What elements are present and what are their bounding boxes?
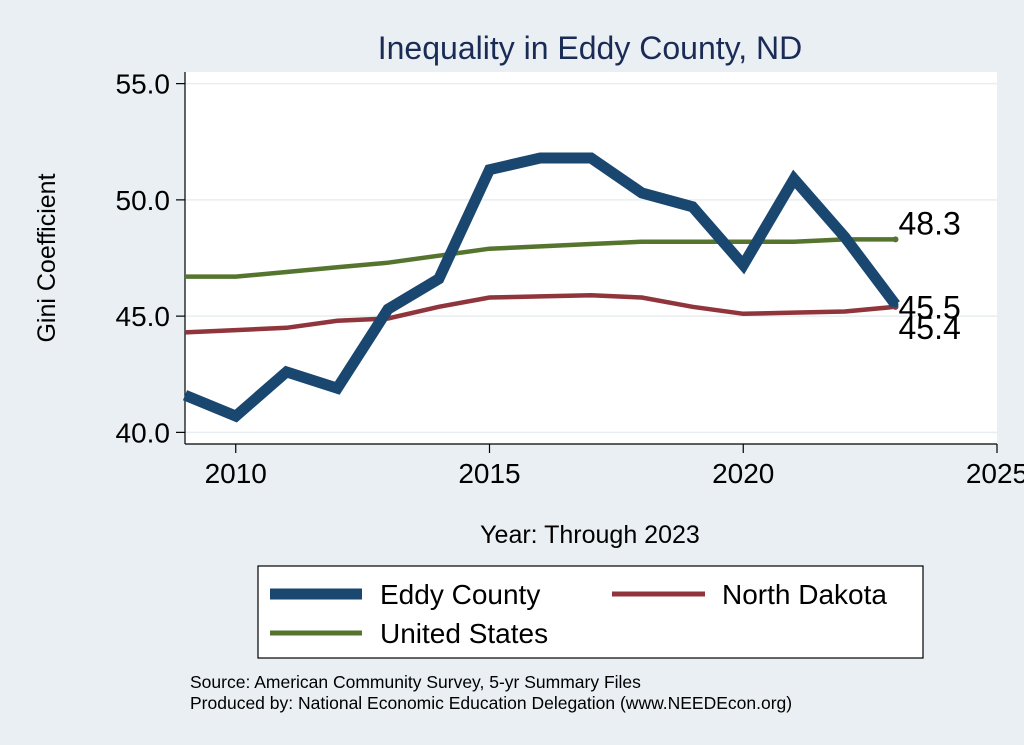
producer-note: Produced by: National Economic Education… — [190, 693, 792, 713]
legend-label-united-states: United States — [380, 618, 548, 649]
axes: 40.0 45.0 50.0 55.0 2010 2015 2020 2025 — [116, 69, 1024, 489]
series-line-eddy-county — [182, 152, 900, 423]
y-axis-label: Gini Coefficient — [33, 173, 61, 342]
data-labels: 45.545.4 48.3 — [899, 205, 961, 345]
legend-label-eddy-county: Eddy County — [380, 579, 540, 610]
end-label-0: 45.5 — [899, 290, 961, 326]
series-line-north-dakota — [184, 292, 896, 335]
legend: Eddy County North Dakota United States — [257, 565, 924, 659]
plot-area — [185, 72, 997, 444]
x-tick-label-0: 2010 — [205, 458, 267, 489]
y-tick-label-0: 40.0 — [116, 417, 171, 448]
x-tick-label-3: 2025 — [966, 458, 1024, 489]
x-tick-label-2: 2020 — [712, 458, 774, 489]
series-line-united-states — [185, 237, 896, 279]
y-tick-label-2: 50.0 — [116, 185, 171, 216]
x-tick-label-1: 2015 — [458, 458, 520, 489]
chart-title: Inequality in Eddy County, ND — [378, 30, 803, 66]
source-note: Source: American Community Survey, 5-yr … — [190, 672, 641, 692]
end-label-1: 45.4 — [899, 310, 961, 346]
grid-lines — [185, 82, 997, 434]
end-label-2: 48.3 — [899, 205, 961, 241]
series-lines — [182, 152, 900, 423]
y-tick-label-3: 55.0 — [116, 69, 171, 100]
y-tick-label-1: 45.0 — [116, 301, 171, 332]
legend-label-north-dakota: North Dakota — [722, 579, 887, 610]
series-end-point-united-states — [892, 236, 899, 243]
series-end-point-eddy-county — [892, 301, 899, 308]
legend-box — [257, 565, 924, 659]
x-axis-label: Year: Through 2023 — [480, 521, 700, 549]
